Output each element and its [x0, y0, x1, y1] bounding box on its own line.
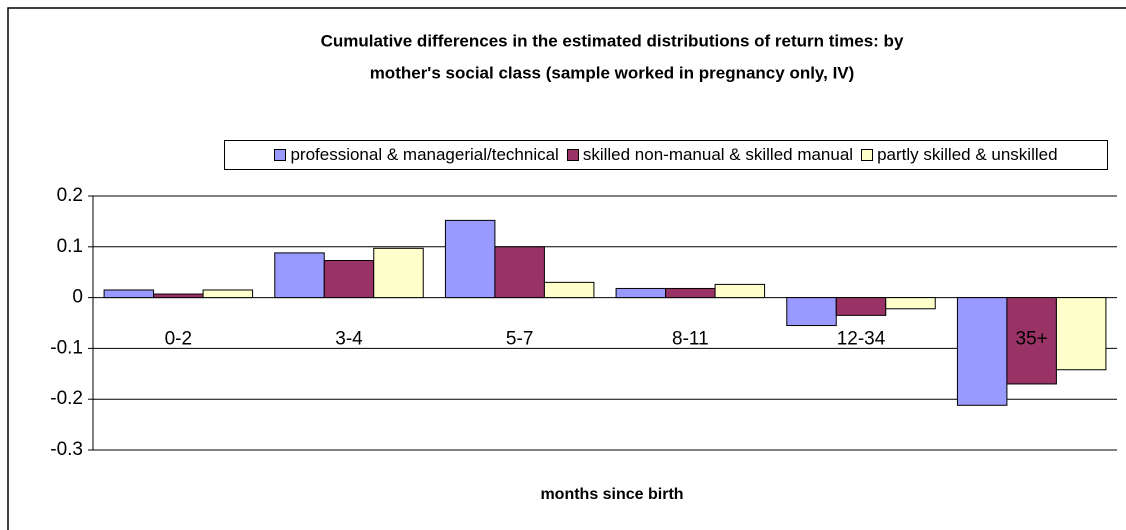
- y-tick-label: 0.2: [57, 185, 83, 206]
- bar: [323, 260, 375, 299]
- bar: [956, 297, 1008, 406]
- x-tick-label: 5-7: [506, 329, 533, 350]
- x-tick-label: 3-4: [335, 329, 363, 350]
- chart-title: Cumulative differences in the estimated …: [321, 31, 904, 50]
- legend-swatch: [274, 149, 287, 161]
- bar: [835, 297, 887, 316]
- y-tick-label: -0.1: [50, 337, 83, 358]
- bar: [665, 287, 716, 299]
- x-tick-label: 35+: [1016, 329, 1048, 350]
- bar: [202, 289, 254, 299]
- legend-item: skilled non-manual & skilled manual: [566, 145, 854, 165]
- bar: [153, 293, 204, 299]
- bar: [786, 297, 837, 327]
- x-tick-label: 12-34: [837, 329, 886, 350]
- bar: [1006, 297, 1057, 385]
- bar: [494, 246, 545, 299]
- bar: [1055, 297, 1107, 371]
- x-tick-label: 0-2: [165, 329, 192, 350]
- legend: professional & managerial/technical skill…: [224, 140, 1108, 170]
- legend-swatch: [566, 149, 579, 161]
- y-tick-label: -0.3: [50, 439, 83, 460]
- legend-item: professional & managerial/technical: [274, 145, 559, 165]
- bar: [885, 297, 936, 310]
- x-tick-label: 8-11: [672, 329, 709, 350]
- legend-swatch: [861, 149, 874, 161]
- bar: [103, 289, 155, 299]
- bar: [444, 219, 496, 299]
- chart-frame: [7, 7, 1126, 530]
- x-axis-label: months since birth: [540, 486, 683, 503]
- chart-title: mother's social class (sample worked in …: [370, 63, 855, 82]
- bar: [543, 281, 595, 299]
- legend-label: skilled non-manual & skilled manual: [582, 145, 854, 164]
- legend-label: partly skilled & unskilled: [877, 145, 1058, 164]
- bar: [373, 247, 424, 299]
- legend-item: partly skilled & unskilled: [861, 145, 1058, 165]
- bar: [615, 287, 667, 299]
- y-tick-label: -0.2: [50, 388, 83, 409]
- bar: [274, 252, 325, 299]
- bar: [714, 283, 766, 299]
- legend-label: professional & managerial/technical: [290, 145, 559, 164]
- y-tick-label: 0: [72, 287, 83, 308]
- y-tick-label: 0.1: [57, 236, 83, 257]
